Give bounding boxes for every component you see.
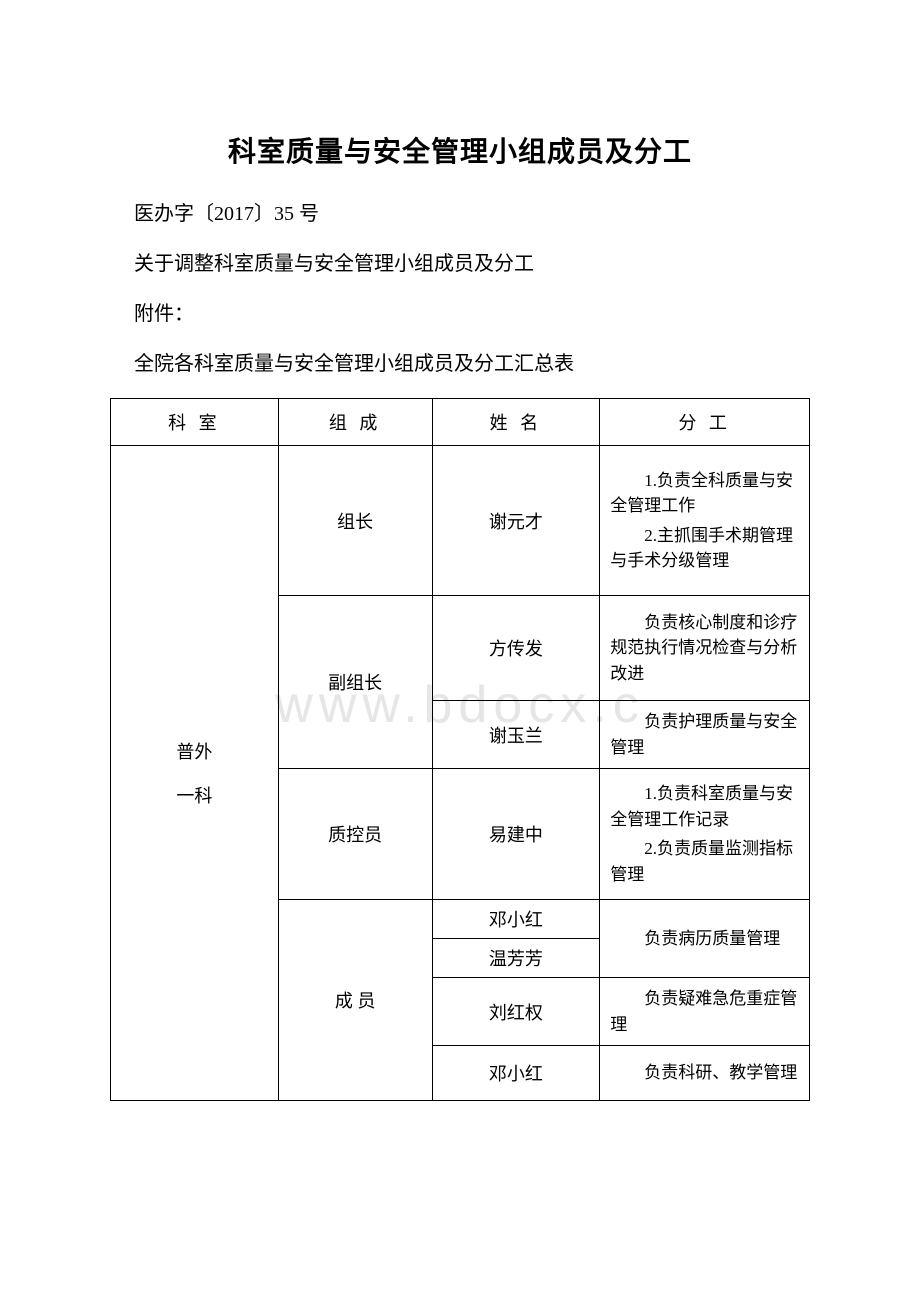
- name-cell: 温芳芳: [432, 939, 600, 978]
- role-cell: 组长: [278, 446, 432, 596]
- header-role: 组 成: [278, 399, 432, 446]
- attachment-label: 附件：: [110, 298, 810, 330]
- duty-cell: 负责病历质量管理: [600, 900, 810, 978]
- duty-cell: 负责科研、教学管理: [600, 1046, 810, 1101]
- duty-part: 1.负责科室质量与安全管理工作记录: [610, 781, 799, 832]
- name-cell: 易建中: [432, 769, 600, 900]
- duty-cell: 负责疑难急危重症管理: [600, 978, 810, 1046]
- duty-part: 2.负责质量监测指标管理: [610, 836, 799, 887]
- table-caption: 全院各科室质量与安全管理小组成员及分工汇总表: [110, 348, 810, 380]
- dept-line1: 普外: [119, 738, 270, 764]
- duty-cell: 1.负责科室质量与安全管理工作记录 2.负责质量监测指标管理: [600, 769, 810, 900]
- name-cell: 邓小红: [432, 900, 600, 939]
- duty-cell: 负责核心制度和诊疗规范执行情况检查与分析改进: [600, 596, 810, 701]
- name-cell: 邓小红: [432, 1046, 600, 1101]
- dept-line2: 一科: [119, 782, 270, 808]
- header-name: 姓 名: [432, 399, 600, 446]
- page-title: 科室质量与安全管理小组成员及分工: [110, 130, 810, 170]
- name-cell: 方传发: [432, 596, 600, 701]
- role-cell: 质控员: [278, 769, 432, 900]
- duty-cell: 负责护理质量与安全管理: [600, 701, 810, 769]
- duty-part: 2.主抓围手术期管理与手术分级管理: [610, 523, 799, 574]
- role-cell: 副组长: [278, 596, 432, 769]
- role-cell: 成 员: [278, 900, 432, 1101]
- duty-part: 1.负责全科质量与安全管理工作: [610, 468, 799, 519]
- name-cell: 谢元才: [432, 446, 600, 596]
- header-dept: 科 室: [111, 399, 279, 446]
- name-cell: 谢玉兰: [432, 701, 600, 769]
- table-header-row: 科 室 组 成 姓 名 分 工: [111, 399, 810, 446]
- duty-cell: 1.负责全科质量与安全管理工作 2.主抓围手术期管理与手术分级管理: [600, 446, 810, 596]
- dept-cell: 普外 一科: [111, 446, 279, 1101]
- assignments-table: 科 室 组 成 姓 名 分 工 普外 一科 组长 谢元才 1.负责全科质量与安全…: [110, 398, 810, 1101]
- table-row: 普外 一科 组长 谢元才 1.负责全科质量与安全管理工作 2.主抓围手术期管理与…: [111, 446, 810, 596]
- doc-number: 医办字〔2017〕35 号: [110, 198, 810, 230]
- name-cell: 刘红权: [432, 978, 600, 1046]
- page-content: 科室质量与安全管理小组成员及分工 医办字〔2017〕35 号 关于调整科室质量与…: [110, 130, 810, 1101]
- header-duty: 分 工: [600, 399, 810, 446]
- doc-subject: 关于调整科室质量与安全管理小组成员及分工: [110, 248, 810, 280]
